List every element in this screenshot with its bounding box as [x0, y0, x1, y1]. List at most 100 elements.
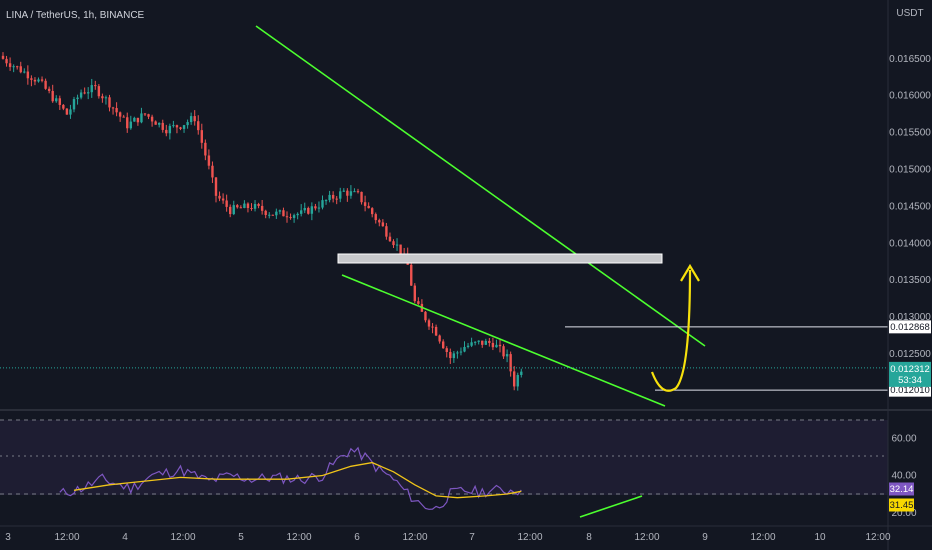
candle-body	[19, 66, 22, 73]
candles	[1, 52, 523, 391]
price-tick-label: 0.013000	[889, 312, 931, 323]
candle-body	[374, 214, 377, 221]
candle-body	[324, 200, 328, 202]
time-tick-label: 12:00	[54, 532, 79, 543]
candle-body	[65, 108, 69, 115]
candle-body	[491, 342, 495, 348]
support-zone-rectangle[interactable]	[337, 253, 663, 264]
candle-body	[168, 125, 172, 134]
channel-lower-line[interactable]	[341, 274, 666, 407]
candle-body	[47, 88, 51, 91]
rsi-band	[0, 420, 888, 495]
candle-body	[108, 97, 111, 108]
candle-body	[30, 78, 33, 80]
candle-body	[268, 214, 271, 216]
time-tick-label: 12:00	[634, 532, 659, 543]
candle-body	[90, 85, 93, 93]
candle-body	[257, 204, 260, 206]
candle-body	[328, 194, 331, 201]
candle-body	[481, 340, 484, 345]
candle-body	[250, 207, 253, 209]
svg-text:0.012868: 0.012868	[890, 322, 930, 333]
level-high-tag: 0.012868	[889, 320, 931, 334]
candle-body	[58, 98, 61, 105]
candle-body	[243, 203, 246, 208]
candle-body	[246, 203, 250, 208]
candle-body	[399, 244, 402, 254]
candle-body	[165, 129, 168, 134]
candle-body	[94, 85, 97, 87]
candle-body	[452, 353, 456, 359]
rsi-divergence-line[interactable]	[579, 495, 643, 518]
candle-body	[218, 195, 221, 199]
projection-arrow-head	[680, 263, 700, 282]
time-tick-label: 5	[238, 532, 244, 543]
rsi-line[interactable]	[59, 446, 522, 510]
candle-body	[204, 142, 207, 156]
candle-body	[161, 122, 164, 130]
candle-body	[154, 121, 157, 125]
channel-upper-line[interactable]	[255, 25, 706, 347]
candle-body	[388, 236, 392, 242]
candle-body	[413, 285, 416, 302]
time-tick-label: 9	[702, 532, 708, 543]
candle-body	[72, 99, 76, 110]
candle-body	[179, 127, 182, 129]
overlays	[0, 25, 888, 407]
candle-body	[158, 122, 161, 125]
candle-body	[442, 341, 445, 349]
candle-body	[367, 205, 370, 209]
candle-body	[97, 86, 101, 97]
candle-body	[292, 215, 296, 218]
time-tick-label: 12:00	[286, 532, 311, 543]
candle-body	[253, 204, 257, 209]
rsi-tick-label: 40.00	[891, 471, 916, 482]
candle-body	[51, 90, 54, 102]
candle-body	[424, 311, 427, 321]
candle-body	[118, 112, 122, 117]
svg-text:0.012312: 0.012312	[890, 364, 930, 375]
candle-body	[434, 326, 438, 336]
candle-body	[83, 92, 86, 94]
candle-body	[456, 352, 459, 354]
candle-body	[147, 114, 150, 117]
candle-body	[502, 346, 505, 357]
svg-text:53:34: 53:34	[898, 375, 922, 386]
candle-body	[314, 206, 317, 209]
time-tick-label: 12:00	[865, 532, 890, 543]
candle-body	[104, 97, 108, 99]
candle-body	[303, 207, 306, 211]
candle-body	[282, 210, 285, 217]
time-tick-label: 3	[5, 532, 11, 543]
candle-body	[236, 205, 239, 208]
candle-body	[33, 79, 37, 82]
candle-body	[438, 335, 441, 342]
candle-body	[427, 320, 431, 327]
candle-body	[473, 341, 477, 343]
candle-body	[346, 190, 349, 196]
price-tick-label: 0.013500	[889, 275, 931, 286]
candle-body	[477, 340, 480, 342]
candle-body	[40, 79, 44, 81]
candle-body	[289, 217, 292, 219]
projection-arrow[interactable]	[650, 269, 692, 392]
svg-text:0.012010: 0.012010	[890, 385, 930, 396]
candle-body	[150, 116, 154, 122]
candle-body	[498, 344, 502, 347]
candle-body	[1, 55, 5, 59]
candle-body	[79, 92, 83, 98]
price-tick-label: 0.016000	[889, 91, 931, 102]
candle-body	[417, 301, 420, 304]
price-tick-label: 0.015000	[889, 165, 931, 176]
candle-body	[371, 208, 374, 215]
candle-body	[115, 108, 118, 113]
candle-body	[101, 96, 104, 99]
candle-body	[484, 340, 487, 345]
rsi-ma-line[interactable]	[73, 461, 522, 499]
candle-body	[189, 116, 193, 123]
candle-body	[175, 125, 179, 128]
candle-body	[342, 190, 345, 192]
